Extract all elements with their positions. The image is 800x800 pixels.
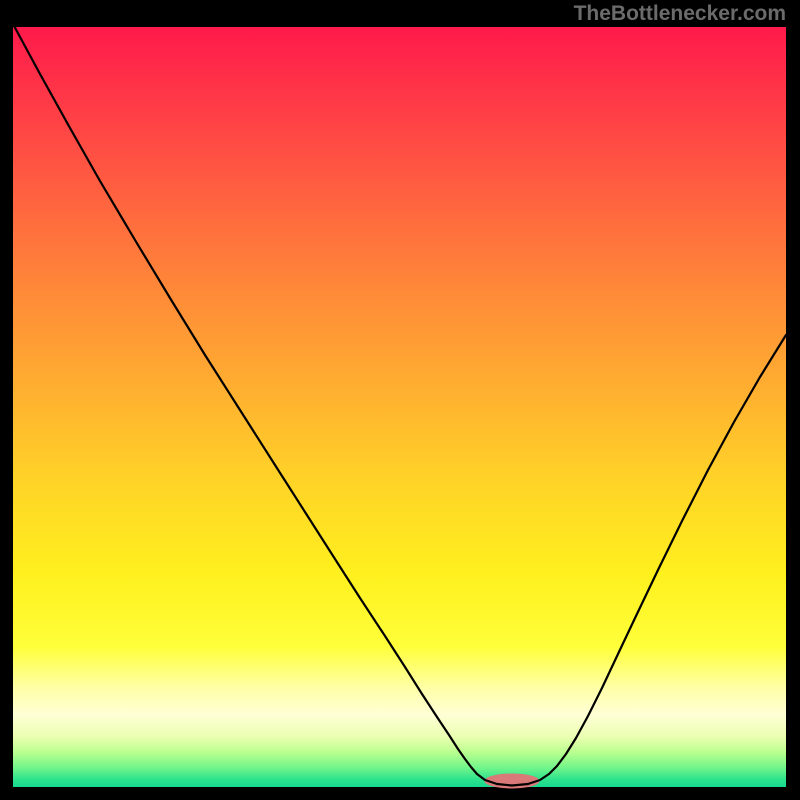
- chart-frame: TheBottlenecker.com: [0, 0, 800, 800]
- watermark-label: TheBottlenecker.com: [574, 2, 786, 26]
- plot-background: [13, 27, 786, 787]
- chart-svg: [0, 0, 800, 800]
